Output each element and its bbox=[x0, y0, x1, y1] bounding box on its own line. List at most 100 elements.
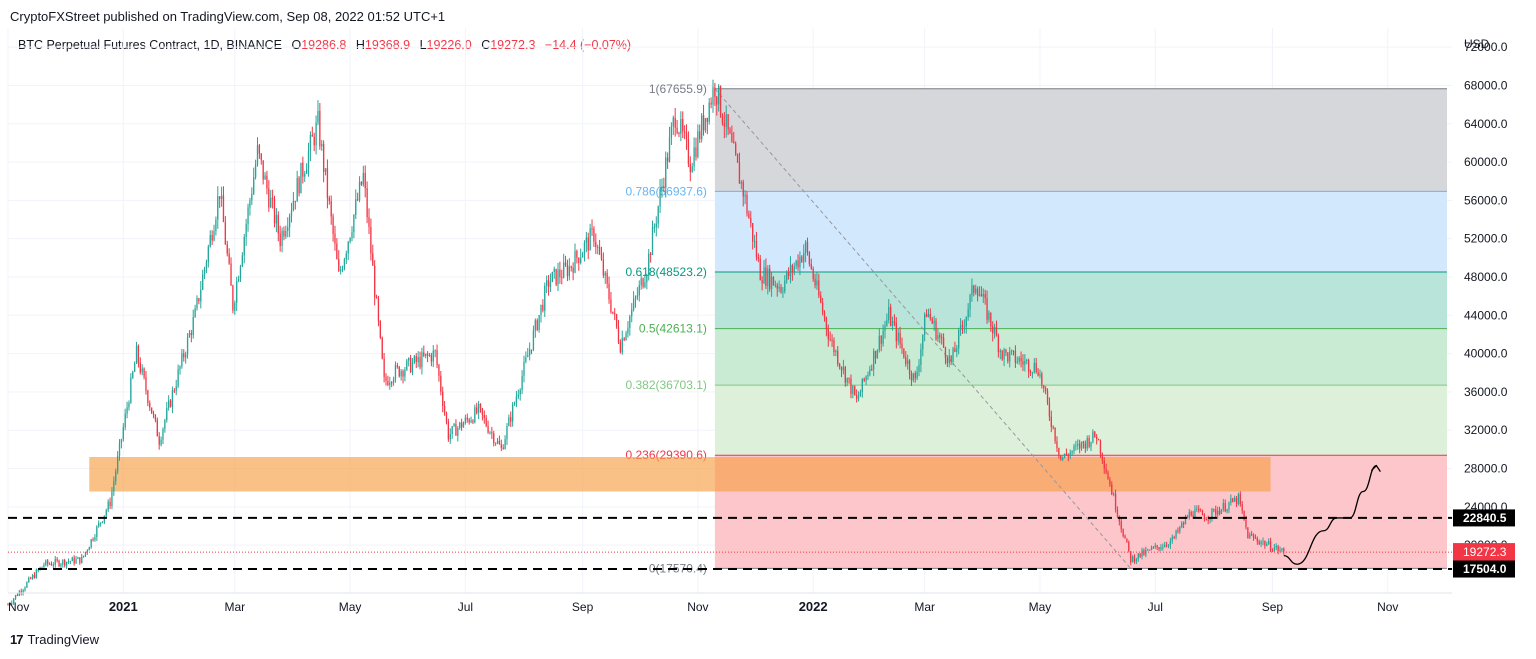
candle-body bbox=[94, 537, 96, 541]
candle-body bbox=[905, 357, 907, 364]
candle-body bbox=[1088, 438, 1090, 447]
y-tick-label: 32000.0 bbox=[1464, 423, 1508, 437]
candle-body bbox=[1131, 556, 1134, 563]
candle-body bbox=[880, 335, 882, 344]
candle-body bbox=[156, 419, 158, 437]
candle-body bbox=[727, 114, 729, 130]
candle-body bbox=[1137, 553, 1139, 560]
candle-body bbox=[542, 304, 544, 311]
candle-body bbox=[855, 394, 858, 399]
candle-body bbox=[1249, 534, 1251, 539]
candle-body bbox=[166, 407, 168, 421]
candle-body bbox=[256, 145, 259, 165]
candle-body bbox=[893, 321, 896, 323]
candle-body bbox=[1109, 479, 1111, 485]
candle-body bbox=[181, 353, 183, 367]
candle-body bbox=[1262, 541, 1264, 543]
candle-body bbox=[510, 417, 512, 422]
candle-body bbox=[45, 560, 47, 565]
candle-body bbox=[404, 369, 406, 377]
candle-body bbox=[1218, 510, 1221, 514]
candle-body bbox=[1194, 509, 1196, 518]
candle-body bbox=[428, 355, 431, 357]
candle-body bbox=[623, 338, 625, 341]
candle-body bbox=[1215, 509, 1217, 515]
candle-body bbox=[1052, 426, 1054, 428]
candle-body bbox=[82, 555, 85, 557]
candle-body bbox=[111, 491, 113, 507]
candle-body bbox=[872, 350, 875, 370]
candle-body bbox=[1254, 537, 1257, 539]
candle-body bbox=[186, 337, 189, 355]
candle-body bbox=[496, 440, 499, 444]
candle-body bbox=[1224, 503, 1226, 512]
candle-body bbox=[324, 168, 327, 172]
candle-body bbox=[680, 118, 682, 134]
candle-body bbox=[1167, 545, 1170, 547]
candle-body bbox=[842, 366, 845, 371]
candle-body bbox=[1061, 457, 1064, 460]
candle-body bbox=[205, 261, 208, 269]
candle-body bbox=[107, 501, 109, 511]
candle-body bbox=[942, 337, 945, 348]
candle-body bbox=[1065, 453, 1068, 456]
candle-body bbox=[22, 590, 24, 593]
candle-body bbox=[1196, 508, 1198, 510]
candle-body bbox=[1126, 538, 1128, 542]
candle-body bbox=[848, 377, 850, 379]
candle-body bbox=[137, 345, 140, 363]
candle-body bbox=[77, 557, 79, 559]
change-value: −14.4 (−0.07%) bbox=[544, 38, 632, 52]
candle-body bbox=[466, 417, 468, 420]
candle-body bbox=[175, 386, 177, 391]
candle-body bbox=[353, 214, 355, 233]
candle-body bbox=[1048, 402, 1051, 417]
candle-body bbox=[978, 294, 981, 296]
candle-body bbox=[1141, 550, 1143, 557]
candle-body bbox=[30, 577, 32, 579]
candle-body bbox=[1182, 522, 1185, 525]
candle-body bbox=[952, 348, 954, 363]
candle-body bbox=[646, 275, 648, 283]
candle-body bbox=[305, 168, 308, 174]
candle-body bbox=[538, 315, 540, 330]
candle-body bbox=[398, 366, 400, 377]
level-badge-upper: 22840.5 bbox=[1463, 511, 1507, 525]
candle-body bbox=[1216, 510, 1219, 515]
candle-body bbox=[294, 200, 296, 202]
candle-body bbox=[795, 260, 797, 267]
candle-body bbox=[963, 326, 966, 328]
candle-body bbox=[169, 400, 172, 407]
candle-body bbox=[752, 223, 754, 242]
candle-body bbox=[224, 222, 227, 245]
orange-support-zone bbox=[89, 457, 1271, 492]
y-tick-label: 36000.0 bbox=[1464, 385, 1508, 399]
candle-body bbox=[803, 252, 805, 262]
candle-body bbox=[198, 298, 200, 302]
candle-body bbox=[1003, 349, 1005, 360]
candle-body bbox=[167, 400, 170, 408]
candle-body bbox=[907, 360, 909, 364]
candle-body bbox=[230, 263, 232, 286]
candle-body bbox=[1281, 548, 1283, 551]
candle-body bbox=[162, 428, 164, 440]
candle-body bbox=[154, 414, 157, 420]
candle-body bbox=[799, 256, 801, 268]
candle-body bbox=[1164, 544, 1166, 548]
candle-body bbox=[916, 372, 918, 379]
candle-body bbox=[336, 243, 338, 260]
candle-body bbox=[1241, 504, 1243, 511]
candle-body bbox=[678, 132, 680, 134]
candle-body bbox=[145, 377, 147, 391]
candle-body bbox=[1120, 521, 1122, 530]
candle-body bbox=[1033, 362, 1035, 372]
y-tick-label: 72000.0 bbox=[1464, 40, 1508, 54]
candle-body bbox=[1237, 494, 1240, 505]
candle-body bbox=[69, 561, 72, 563]
candle-body bbox=[133, 363, 136, 372]
candle-body bbox=[1114, 493, 1117, 510]
candle-body bbox=[1139, 553, 1141, 557]
candle-body bbox=[321, 143, 323, 147]
candle-body bbox=[1054, 427, 1056, 442]
